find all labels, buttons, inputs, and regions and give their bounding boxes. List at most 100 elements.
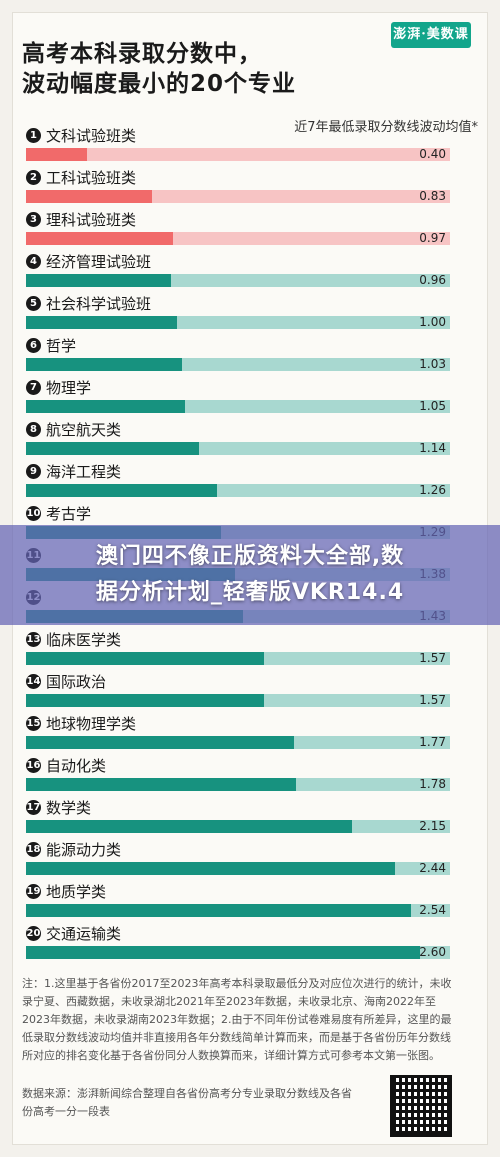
rank-badge: 16 [26,757,41,773]
rank-badge: 9 [26,463,41,479]
rank-badge: 14 [26,673,41,689]
category-label: 18 能源动力类 [26,839,121,859]
bar [26,190,152,203]
category-label: 20 交通运输类 [26,923,121,943]
bar-track: 1.26 [26,484,450,497]
category-name: 文科试验班类 [46,126,137,145]
category-name: 海洋工程类 [46,462,122,481]
chart-title-line2: 波动幅度最小的20个专业 [22,71,297,97]
category-name: 能源动力类 [46,840,122,859]
rank-badge: 17 [26,799,41,815]
rank-badge: 19 [26,883,41,899]
rank-badge: 18 [26,841,41,857]
bar-value-label: 1.57 [419,693,446,707]
bar-track: 0.40 [26,148,450,161]
bar-track: 1.77 [26,736,450,749]
category-label: 2 工科试验班类 [26,167,136,187]
category-name: 自动化类 [46,756,107,775]
category-name: 理科试验班类 [46,210,137,229]
bar [26,358,182,371]
bar-track: 1.05 [26,400,450,413]
rank-badge: 4 [26,253,41,269]
category-name: 数学类 [46,798,92,817]
category-label: 13 临床医学类 [26,629,121,649]
bar-value-label: 1.14 [419,441,446,455]
category-name: 临床医学类 [46,630,122,649]
rank-badge: 7 [26,379,41,395]
rank-badge: 8 [26,421,41,437]
bar-value-label: 1.57 [419,651,446,665]
category-label: 14 国际政治 [26,671,106,691]
category-label: 1 文科试验班类 [26,125,136,145]
bar-track: 1.78 [26,778,450,791]
bar-value-label: 2.54 [419,903,446,917]
bar-value-label: 2.60 [419,945,446,959]
category-label: 15 地球物理学类 [26,713,136,733]
footnote: 注：1.这里基于各省份2017至2023年高考本科录取最低分及对应位次进行的统计… [22,977,452,1062]
category-name: 考古学 [46,504,92,523]
category-label: 3 理科试验班类 [26,209,136,229]
bar [26,820,352,833]
rank-badge: 10 [26,505,41,521]
bar-track: 1.57 [26,652,450,665]
bar [26,232,173,245]
bar-value-label: 0.83 [419,189,446,203]
bar-value-label: 1.00 [419,315,446,329]
bar-track: 2.60 [26,946,450,959]
category-name: 航空航天类 [46,420,122,439]
bar [26,946,420,959]
rank-badge: 2 [26,169,41,185]
bar-value-label: 1.26 [419,483,446,497]
bar-track: 1.00 [26,316,450,329]
category-name: 国际政治 [46,672,107,691]
overlay-line2: 据分析计划_轻奢版VKR14.4 [95,580,405,605]
bar [26,148,87,161]
logo: 澎湃·美数课 [391,22,471,48]
bar [26,316,177,329]
rank-badge: 20 [26,925,41,941]
bar-value-label: 1.03 [419,357,446,371]
bar [26,904,411,917]
category-name: 社会科学试验班 [46,294,152,313]
rank-badge: 15 [26,715,41,731]
bar-track: 2.15 [26,820,450,833]
bar [26,400,185,413]
rank-badge: 3 [26,211,41,227]
category-name: 经济管理试验班 [46,252,152,271]
bar-track: 0.96 [26,274,450,287]
rank-badge: 6 [26,337,41,353]
bar-value-label: 0.97 [419,231,446,245]
rank-badge: 5 [26,295,41,311]
bar-track: 0.97 [26,232,450,245]
category-name: 哲学 [46,336,77,355]
value-note: 近7年最低录取分数线波动均值* [294,120,478,135]
category-label: 17 数学类 [26,797,91,817]
category-name: 工科试验班类 [46,168,137,187]
category-label: 4 经济管理试验班 [26,251,151,271]
bar [26,274,171,287]
bar [26,652,264,665]
data-source: 数据来源：澎湃新闻综合整理自各省份高考分专业录取分数线及各省份高考一分一段表 [22,1087,352,1118]
rank-badge: 13 [26,631,41,647]
category-label: 6 哲学 [26,335,76,355]
category-label: 16 自动化类 [26,755,106,775]
category-label: 10 考古学 [26,503,91,523]
bar-track: 0.83 [26,190,450,203]
bar-value-label: 2.44 [419,861,446,875]
bar-value-label: 1.77 [419,735,446,749]
category-name: 地球物理学类 [46,714,137,733]
bar-track: 1.03 [26,358,450,371]
bar-track: 2.54 [26,904,450,917]
bar-value-label: 2.15 [419,819,446,833]
bar [26,694,264,707]
bar-track: 2.44 [26,862,450,875]
bar-value-label: 1.05 [419,399,446,413]
bar-value-label: 0.96 [419,273,446,287]
bar [26,778,296,791]
category-name: 地质学类 [46,882,107,901]
bar [26,862,395,875]
category-label: 7 物理学 [26,377,91,397]
category-label: 9 海洋工程类 [26,461,121,481]
qr-code [390,1075,452,1137]
bar-value-label: 1.78 [419,777,446,791]
